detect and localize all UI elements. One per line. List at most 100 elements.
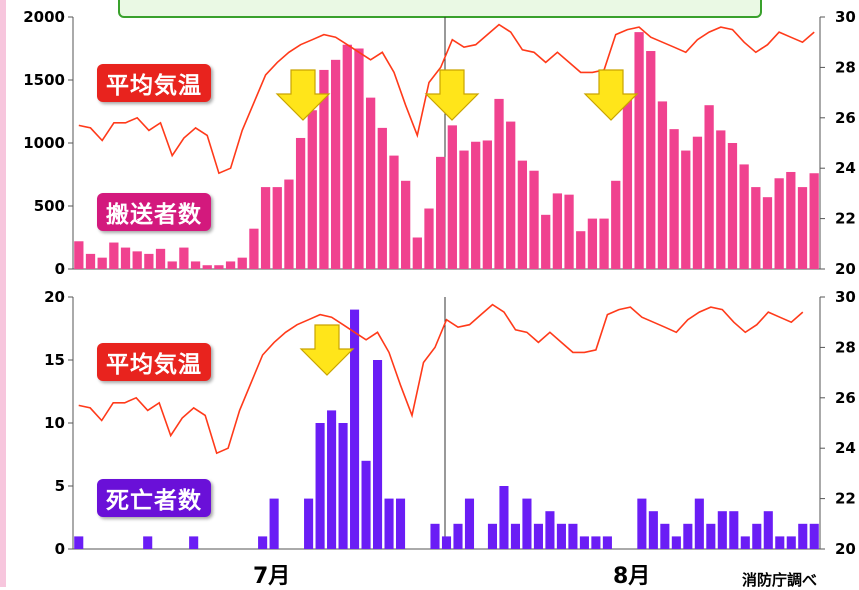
down-arrow-icon	[299, 324, 355, 376]
temperature-line	[78, 23, 815, 175]
transport-bar	[389, 155, 399, 269]
transport-bar	[144, 253, 154, 269]
transport-bar	[284, 179, 294, 269]
transport-bar	[762, 197, 773, 269]
death-bar	[545, 511, 555, 549]
down-arrow-icon	[275, 69, 331, 121]
death-bar	[591, 536, 601, 549]
death-bar	[499, 486, 509, 549]
transport-bar	[681, 150, 691, 269]
transport-bar	[704, 105, 714, 269]
death-bar	[258, 536, 268, 549]
y2-tick-label: 26	[835, 389, 856, 407]
death-bar	[395, 498, 406, 549]
transport-bar	[809, 173, 819, 269]
death-bar	[487, 523, 498, 549]
y-tick-label: 15	[44, 351, 65, 369]
left-decor-strip	[0, 0, 6, 587]
death-bar	[683, 523, 693, 549]
transport-bar	[214, 265, 224, 269]
y-tick-label: 500	[34, 197, 65, 215]
transport-bar	[657, 101, 668, 269]
down-arrow-icon	[424, 69, 480, 121]
death-bar	[694, 498, 704, 549]
transport-bar	[739, 164, 749, 269]
transport-bar	[692, 136, 703, 269]
death-bar	[464, 498, 475, 549]
y-tick-label: 10	[44, 414, 65, 432]
transport-bar	[74, 241, 84, 269]
transport-bar	[365, 97, 376, 269]
death-bar	[786, 536, 796, 549]
death-bar	[533, 523, 543, 549]
transport-bar	[319, 69, 329, 269]
death-bar	[350, 309, 360, 549]
death-bar	[809, 523, 819, 549]
death-bar	[269, 498, 279, 549]
transport-bar	[307, 110, 317, 270]
down-arrow-icon	[583, 69, 639, 121]
transport-bar	[482, 140, 492, 269]
y2-tick-label: 20	[835, 540, 856, 558]
transport-bar	[727, 143, 738, 269]
transport-bar	[459, 150, 469, 269]
transport-bar	[599, 218, 609, 269]
y2-tick-label: 22	[835, 210, 856, 228]
transport-bar	[225, 261, 236, 269]
transport-bar	[576, 231, 586, 269]
y2-tick-label: 26	[835, 109, 856, 127]
death-bar	[763, 511, 773, 549]
transport-bar	[237, 257, 247, 269]
death-bar	[671, 536, 681, 549]
death-bar	[510, 523, 520, 549]
transport-bar	[436, 156, 446, 269]
transport-bar	[295, 137, 306, 269]
y-tick-label: 0	[55, 260, 65, 278]
death-bar	[338, 423, 348, 549]
source-note: 消防庁調べ	[742, 571, 818, 589]
y-tick-label: 2000	[23, 8, 65, 26]
death-bar	[568, 523, 578, 549]
y2-tick-label: 30	[835, 288, 856, 306]
y-tick-label: 5	[55, 477, 65, 495]
transport-bar	[622, 95, 633, 270]
y2-tick-label: 22	[835, 490, 856, 508]
header-box	[118, 0, 762, 18]
death-bar	[637, 498, 647, 549]
y-tick-label: 1500	[23, 71, 65, 89]
y-tick-label: 1000	[23, 134, 65, 152]
y2-tick-label: 28	[835, 58, 856, 76]
transport-bar	[272, 187, 282, 269]
transport-bar	[424, 208, 434, 269]
transport-bar	[611, 180, 621, 269]
transport-bar	[342, 44, 352, 269]
transport-bar	[494, 98, 504, 270]
transport-bar	[202, 265, 212, 269]
death-bar	[740, 536, 750, 549]
y2-tick-label: 28	[835, 338, 856, 356]
transport-bar	[155, 248, 166, 269]
transport-bar	[120, 247, 131, 269]
month-label-july: 7月	[253, 564, 291, 589]
transport-bar	[517, 160, 528, 269]
death-bar	[74, 536, 84, 549]
transport-bar	[541, 214, 551, 269]
y2-tick-label: 24	[835, 439, 856, 457]
transport-bar	[190, 261, 201, 269]
death-bar	[361, 460, 371, 549]
transport-bar	[716, 130, 726, 269]
y2-tick-label: 24	[835, 159, 856, 177]
transport-bar	[330, 59, 341, 270]
death-bar	[729, 511, 739, 549]
y2-tick-label: 30	[835, 8, 856, 26]
transport-bar	[506, 121, 516, 269]
transport-bar	[401, 180, 411, 269]
transport-bar	[249, 228, 259, 269]
transport-bar	[179, 247, 189, 269]
death-bar	[430, 523, 440, 549]
month-label-aug: 8月	[613, 564, 651, 589]
transport-bar	[471, 141, 481, 269]
death-bar	[648, 511, 658, 549]
transport-bar	[646, 51, 656, 269]
